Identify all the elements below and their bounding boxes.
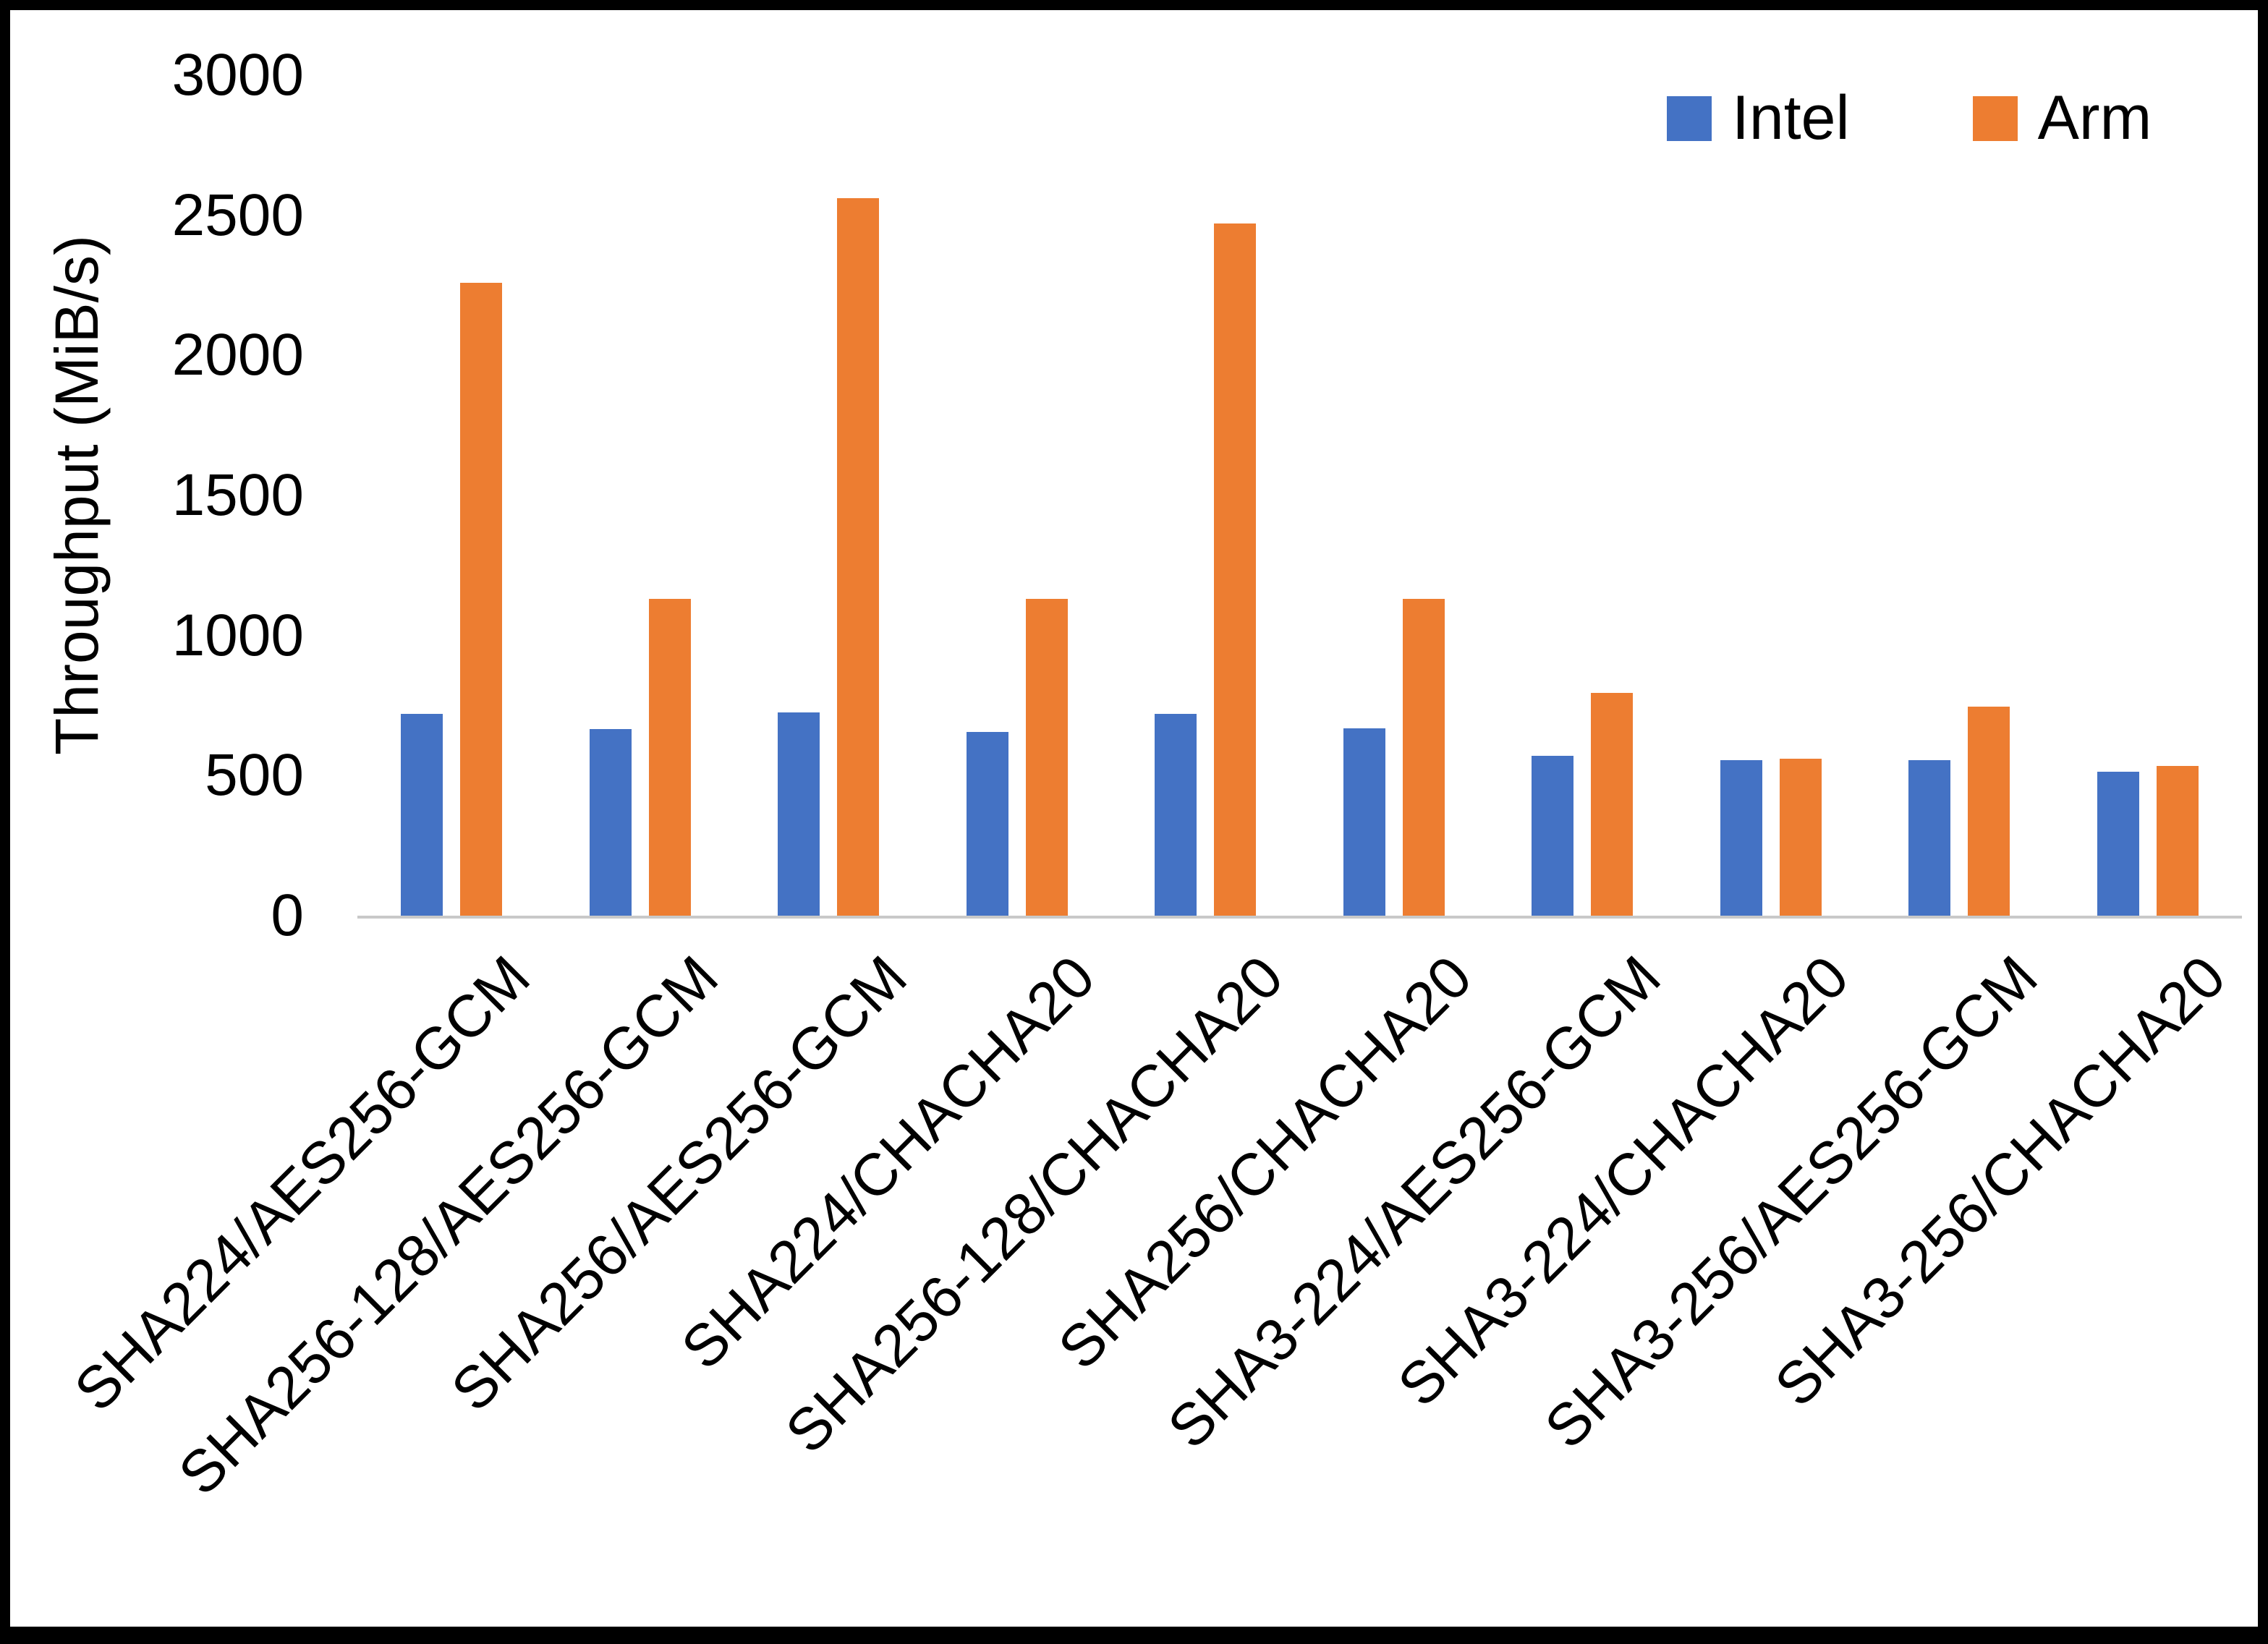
bar-arm-8 (1968, 707, 2010, 916)
bar-group-8 (1865, 75, 2054, 916)
legend-swatch-intel (1667, 95, 1712, 141)
bar-intel-9 (2097, 771, 2139, 916)
y-tick-label-0: 0 (271, 882, 304, 948)
bar-arm-2 (837, 198, 880, 916)
y-axis-tick-labels: 0 500 1000 1500 2000 2500 3000 (10, 46, 321, 945)
bar-intel-0 (401, 714, 443, 916)
bar-intel-3 (966, 732, 1008, 916)
y-tick-label-1000: 1000 (171, 602, 304, 668)
bar-group-0 (357, 75, 546, 916)
bar-group-9 (2054, 75, 2243, 916)
bar-arm-4 (1214, 223, 1257, 916)
bar-intel-8 (1908, 760, 1951, 916)
bar-group-3 (923, 75, 1112, 916)
bar-group-2 (734, 75, 923, 916)
bar-group-1 (546, 75, 735, 916)
y-tick-label-3000: 3000 (171, 42, 304, 108)
bar-arm-9 (2156, 765, 2199, 916)
legend-label-arm: Arm (2037, 83, 2152, 153)
bar-arm-1 (648, 599, 691, 916)
y-tick-label-2000: 2000 (171, 322, 304, 388)
legend: Intel Arm (1667, 82, 2152, 154)
legend-swatch-arm (1972, 95, 2018, 141)
y-tick-label-1500: 1500 (171, 462, 304, 528)
bar-arm-6 (1591, 693, 1634, 916)
y-tick-label-2500: 2500 (171, 182, 304, 248)
bar-intel-2 (778, 712, 820, 916)
bar-intel-7 (1720, 760, 1762, 916)
bar-intel-1 (589, 729, 632, 916)
y-tick-label-500: 500 (205, 742, 304, 809)
bar-arm-0 (460, 282, 503, 916)
bar-group-5 (1300, 75, 1489, 916)
x-axis-labels: SHA224/AES256-GCM SHA256-128/AES256-GCM SH… (62, 943, 2242, 1594)
bar-intel-6 (1532, 756, 1574, 916)
plot-area (357, 75, 2242, 919)
legend-label-intel: Intel (1732, 83, 1850, 153)
bar-intel-5 (1343, 728, 1385, 916)
bar-arm-7 (1779, 759, 1822, 916)
legend-item-arm: Arm (1972, 82, 2152, 154)
bar-group-6 (1488, 75, 1677, 916)
bar-arm-3 (1025, 599, 1068, 916)
bar-group-4 (1111, 75, 1300, 916)
bar-arm-5 (1402, 599, 1445, 916)
legend-item-intel: Intel (1667, 82, 1850, 154)
bar-intel-4 (1155, 714, 1197, 916)
bar-group-7 (1677, 75, 1866, 916)
